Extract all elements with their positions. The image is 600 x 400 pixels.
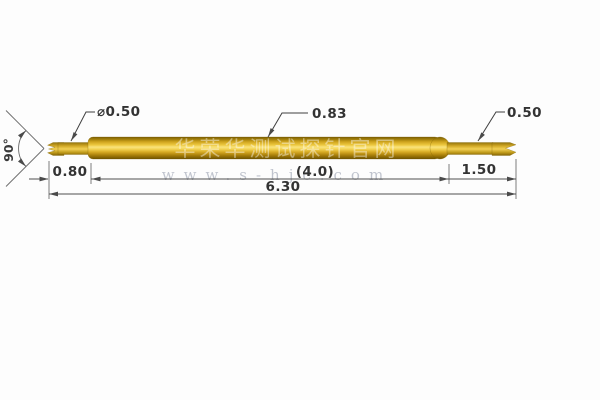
arrowhead bbox=[49, 191, 58, 197]
tip-angle-annotation: 90° bbox=[1, 110, 45, 187]
arrowhead bbox=[39, 176, 49, 182]
watermark-site-name: 华荣华测试探针官网 bbox=[175, 137, 400, 161]
dimension-right-plunger: 1.50 bbox=[449, 162, 516, 182]
arrowhead bbox=[507, 191, 516, 197]
dimension-overall-length: 6.30 bbox=[49, 179, 516, 197]
arrowhead bbox=[507, 176, 516, 182]
label-overall-length: 6.30 bbox=[266, 179, 301, 195]
arrowhead bbox=[18, 130, 26, 139]
label-barrel-diameter: 0.83 bbox=[312, 106, 347, 122]
arrowhead bbox=[268, 128, 275, 137]
left-plunger bbox=[57, 142, 91, 155]
dimension-left-plunger: 0.80 bbox=[29, 164, 88, 182]
right-crown-tip bbox=[491, 142, 517, 156]
callout-right-tip-diameter: 0.50 bbox=[477, 105, 542, 142]
label-barrel-length-ref: (4.0) bbox=[296, 164, 334, 180]
label-right-tip-diameter: 0.50 bbox=[507, 105, 542, 121]
arrowhead bbox=[71, 132, 78, 141]
dimension-barrel-ref: (4.0) bbox=[91, 164, 449, 182]
probe-pin bbox=[46, 136, 517, 160]
label-left-tip-diameter: ⌀0.50 bbox=[97, 104, 140, 120]
arrowhead bbox=[18, 158, 26, 167]
right-plunger bbox=[446, 142, 494, 155]
callout-barrel-diameter: 0.83 bbox=[267, 106, 347, 138]
arrowhead bbox=[478, 132, 485, 141]
arrowhead bbox=[439, 176, 449, 182]
arrowhead bbox=[91, 176, 101, 182]
callout-left-tip-diameter: ⌀0.50 bbox=[70, 104, 140, 142]
label-right-plunger-length: 1.50 bbox=[462, 162, 497, 178]
label-left-plunger-length: 0.80 bbox=[53, 164, 88, 180]
watermark: 华荣华测试探针官网 www.s-hjc.com bbox=[162, 137, 400, 184]
label-tip-angle: 90° bbox=[1, 138, 16, 162]
